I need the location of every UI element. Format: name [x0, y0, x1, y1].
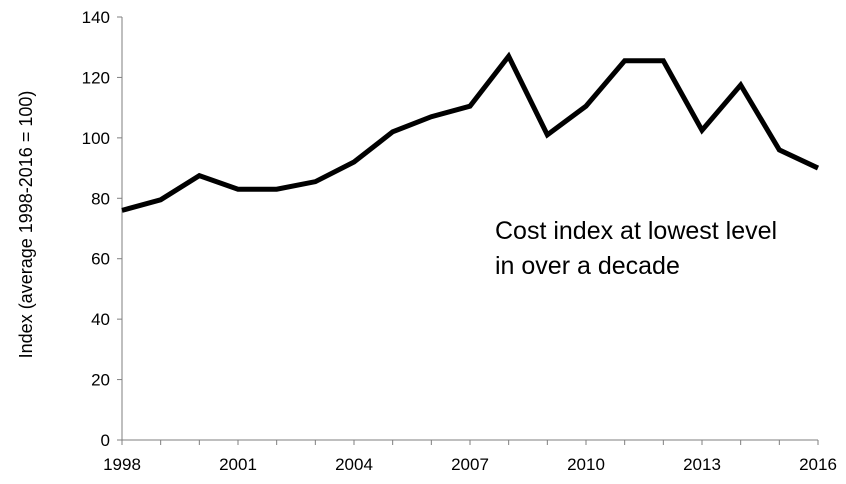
x-tick-label: 2013	[683, 455, 721, 474]
annotation-line-1: Cost index at lowest level	[495, 217, 777, 245]
x-tick-label: 2004	[335, 455, 373, 474]
ticks: 0 20 40 60 80 100 120 140 1998 2001 2004 2007 2010 20…	[82, 8, 837, 474]
y-tick-label: 120	[82, 68, 110, 87]
y-tick-label: 60	[91, 250, 110, 269]
y-tick-label: 20	[91, 371, 110, 390]
y-tick-label: 100	[82, 129, 110, 148]
series-line	[121, 51, 820, 213]
annotation-line-2: in over a decade	[495, 252, 680, 280]
x-tick-label: 2016	[799, 455, 837, 474]
x-tick-label: 2001	[219, 455, 257, 474]
y-tick-label: 40	[91, 310, 110, 329]
x-tick-label: 2010	[567, 455, 605, 474]
x-tick-label: 2007	[451, 455, 489, 474]
y-axis-title: Index (average 1998-2016 = 100)	[16, 91, 36, 359]
y-tick-label: 140	[82, 8, 110, 27]
y-tick-label: 80	[91, 189, 110, 208]
x-tick-label: 1998	[103, 455, 141, 474]
series-layer	[121, 51, 820, 213]
annotation-text: Cost index at lowest level in over a dec…	[495, 217, 784, 280]
y-tick-label: 0	[101, 431, 110, 450]
